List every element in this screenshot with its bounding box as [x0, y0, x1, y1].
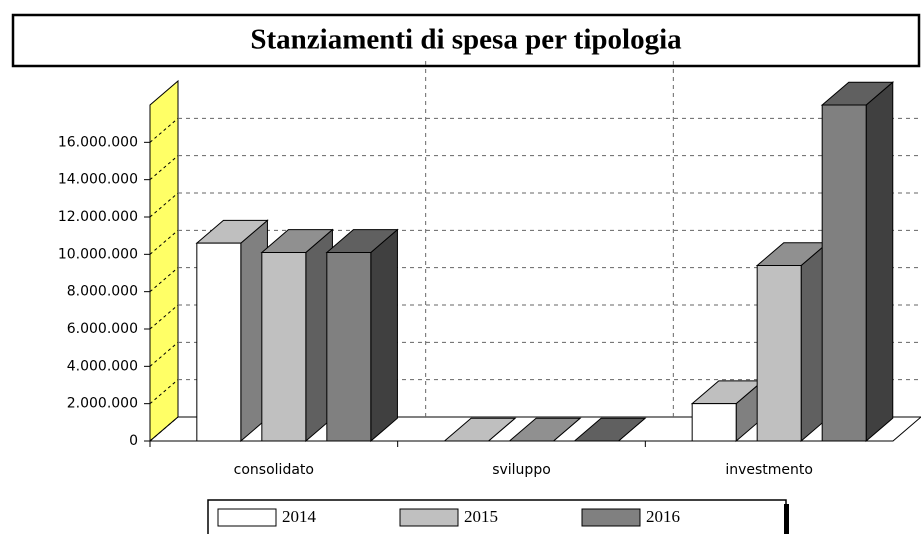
y-tick-label: 2.000.000: [67, 396, 138, 412]
bar: [755, 241, 830, 443]
legend-label: 2014: [282, 507, 317, 526]
legend-label: 2015: [464, 507, 498, 526]
chart-title: Stanziamenti di spesa per tipologia: [250, 24, 682, 56]
x-tick-label: consolidato: [234, 462, 314, 478]
x-tick-label: sviluppo: [492, 462, 551, 478]
left-wall: [149, 79, 179, 443]
legend-swatch: [399, 508, 459, 527]
title-box: [11, 13, 921, 68]
y-tick-label: 6.000.000: [67, 321, 138, 337]
wall-tick: [149, 267, 179, 293]
y-tick-label: 14.000.000: [58, 172, 138, 188]
y-tick-label: 10.000.000: [58, 246, 138, 262]
y-tick-label: 0: [129, 433, 138, 449]
legend-swatch: [217, 508, 277, 527]
bar: [325, 228, 399, 443]
bar: [195, 219, 269, 443]
bar-front: [821, 104, 867, 442]
legend-label: 2016: [646, 507, 680, 526]
bar-front: [326, 251, 372, 442]
wall-tick: [149, 117, 179, 143]
bar-side: [370, 228, 398, 443]
wall-tick: [149, 416, 179, 442]
y-tick-label: 16.000.000: [58, 134, 138, 150]
bar-top: [443, 417, 517, 442]
wall-tick: [149, 155, 179, 181]
bar: [573, 417, 647, 442]
wall-tick: [149, 379, 179, 405]
wall-tick: [149, 341, 179, 367]
legend-box: [207, 499, 787, 534]
bar: [820, 81, 895, 443]
bar: [508, 417, 582, 442]
y-tick-label: 12.000.000: [58, 209, 138, 225]
x-tick-label: investmento: [725, 462, 813, 478]
y-tick-label: 4.000.000: [67, 358, 138, 374]
wall-tick: [149, 304, 179, 330]
bar-front: [756, 265, 802, 442]
bar-front: [196, 242, 242, 442]
y-tick-label: 8.000.000: [67, 284, 138, 300]
bar: [260, 228, 334, 443]
bar: [443, 417, 517, 442]
bar-side: [865, 81, 894, 443]
wall-tick: [149, 192, 179, 218]
bar-top: [508, 417, 582, 442]
bar: [690, 379, 765, 443]
bar-front: [691, 403, 737, 442]
bar-front: [261, 251, 307, 442]
wall-tick: [149, 229, 179, 255]
legend-swatch: [581, 508, 641, 527]
bar-top: [573, 417, 647, 442]
legend-shadow: [784, 504, 789, 534]
